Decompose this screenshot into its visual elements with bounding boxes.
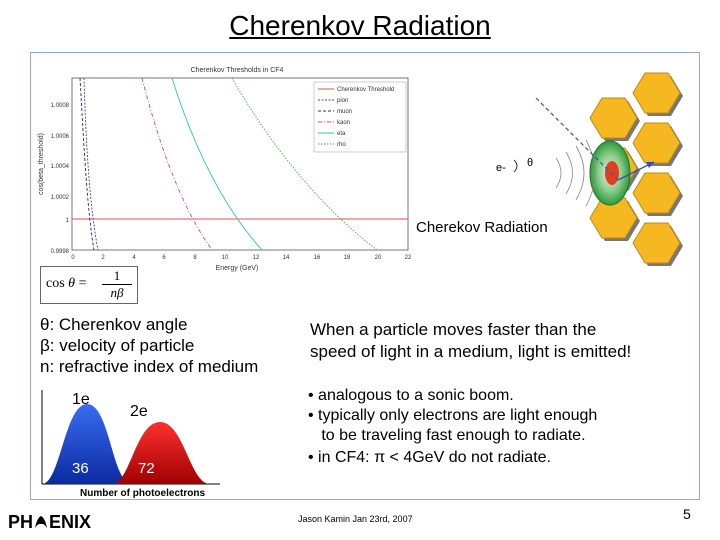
threshold-plot: Cherenkov Thresholds in CF4 1.0008 1.000… xyxy=(32,58,412,276)
detector-caption: Cherekov Radiation xyxy=(416,219,548,236)
detector-illustration: e- θ Cherekov Radiation xyxy=(416,72,683,266)
footer-author: Jason Kamin Jan 23rd, 2007 xyxy=(298,514,413,524)
plot-xtick: 0 xyxy=(71,255,75,261)
bullet-sonic-boom: • analogous to a sonic boom. xyxy=(308,387,514,404)
definition-theta: θ: Cherenkov angle xyxy=(40,315,188,334)
plot-ytick: 1.0006 xyxy=(51,134,70,140)
formula-numerator: 1 xyxy=(113,268,121,283)
mirror-hexagon xyxy=(632,72,681,114)
formula-denominator: nβ xyxy=(102,284,132,301)
plot-xtick: 18 xyxy=(344,255,351,261)
mirror-hexagon xyxy=(632,172,681,214)
pion-curve xyxy=(83,77,99,251)
main-statement-line1: When a particle moves faster than the xyxy=(310,320,597,339)
bullet-electrons: • typically only electrons are light eno… xyxy=(308,407,598,424)
definition-n: n: refractive index of medium xyxy=(40,357,259,376)
photoelectron-histogram: 1e 2e 36 72 Number of photoelectrons xyxy=(41,390,220,499)
histogram-peak-1e xyxy=(42,404,132,484)
logo-text-right: ENIX xyxy=(49,512,92,532)
plot-ytick: 1.0008 xyxy=(51,103,70,109)
plot-xtick: 16 xyxy=(314,255,321,261)
plot-xtick: 2 xyxy=(101,255,105,261)
bird-icon xyxy=(33,514,49,530)
formula-box xyxy=(40,266,138,304)
plot-xtick: 12 xyxy=(253,255,260,261)
legend-entry: rho xyxy=(337,142,346,148)
bullet-cf4: • in CF4: π < 4GeV do not radiate. xyxy=(308,449,551,466)
page-number: 5 xyxy=(683,506,691,522)
logo-text-left: PH xyxy=(8,512,34,532)
formula-theta: θ xyxy=(68,276,76,291)
wavefronts xyxy=(555,139,596,207)
plot-xtick: 20 xyxy=(375,255,382,261)
electron-label: e- xyxy=(496,162,506,174)
plot-xtick: 6 xyxy=(162,255,166,261)
plot-legend: Cherenkov Threshold pion muon kaon eta r… xyxy=(313,81,407,153)
peak-value-72: 72 xyxy=(138,460,155,477)
plot-xlabel: Energy (GeV) xyxy=(216,265,259,272)
plot-ytick: 0.9998 xyxy=(51,249,70,255)
bullet-electrons-cont: to be traveling fast enough to radiate. xyxy=(308,427,586,444)
legend-entry: pion xyxy=(337,98,348,104)
plot-xtick: 8 xyxy=(193,255,197,261)
plot-ytick: 1 xyxy=(66,218,70,224)
definition-beta: β: velocity of particle xyxy=(40,336,195,355)
mirror-hexagon xyxy=(589,197,638,239)
plot-title: Cherenkov Thresholds in CF4 xyxy=(191,67,284,74)
kaon-curve xyxy=(141,77,213,251)
plot-xtick: 14 xyxy=(283,255,290,261)
arrow-head xyxy=(646,162,654,168)
legend-entry: Cherenkov Threshold xyxy=(337,87,394,93)
plot-xtick: 4 xyxy=(132,255,136,261)
plot-ytick: 1.0002 xyxy=(51,195,70,201)
slide-title: Cherenkov Radiation xyxy=(229,10,491,41)
theta-label: θ xyxy=(527,157,533,169)
peak-value-36: 36 xyxy=(72,460,89,477)
plot-xtick: 10 xyxy=(222,255,229,261)
rho-curve xyxy=(231,77,378,251)
muon-curve xyxy=(79,77,95,251)
particle-track xyxy=(535,97,619,181)
main-statement-line2: speed of light in a medium, light is emi… xyxy=(310,342,632,361)
plot-ytick: 1.0004 xyxy=(51,164,70,170)
eta-curve xyxy=(171,77,263,251)
peak-label-1e: 1e xyxy=(72,391,90,408)
legend-entry: kaon xyxy=(337,120,350,126)
peak-label-2e: 2e xyxy=(130,403,148,420)
formula-fraction: 1 nβ xyxy=(102,268,132,301)
ring-core xyxy=(605,161,619,185)
legend-entry: eta xyxy=(337,131,346,137)
mirror-hexagon xyxy=(632,222,681,264)
formula-cos: cos xyxy=(46,276,65,291)
plot-ylabel: cos(beta_threshold) xyxy=(38,133,45,195)
angle-arc xyxy=(513,159,518,173)
phenix-logo: PH ENIX xyxy=(8,512,91,533)
plot-xtick: 22 xyxy=(405,255,412,261)
legend-entry: muon xyxy=(337,109,352,115)
formula-equals: = xyxy=(78,276,87,291)
content-frame xyxy=(30,52,700,500)
mirror-hexagon xyxy=(589,97,638,139)
formula: cos θ = xyxy=(46,276,86,292)
mirror-hexagon xyxy=(632,122,681,164)
histogram-peak-2e xyxy=(112,422,210,484)
plot-area xyxy=(71,77,409,251)
histogram-xlabel: Number of photoelectrons xyxy=(80,488,205,499)
